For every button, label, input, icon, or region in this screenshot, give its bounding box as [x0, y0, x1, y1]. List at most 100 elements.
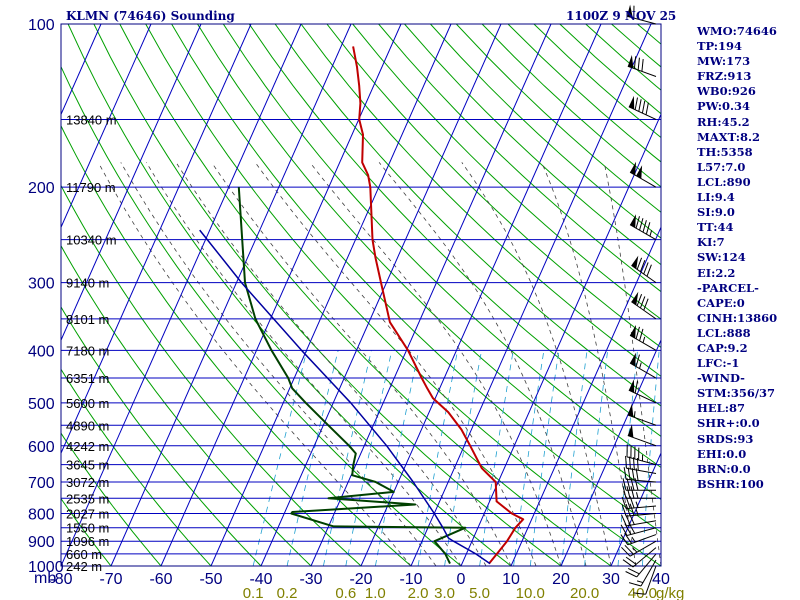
- wind-barb-half-flag: [635, 501, 639, 508]
- wind-barb-flag: [639, 328, 644, 341]
- wind-barb-flag: [622, 559, 634, 568]
- wind-barb-pennant: [628, 95, 635, 110]
- height-label: 11790 m: [66, 180, 116, 195]
- height-label: 7180 m: [66, 343, 109, 358]
- wind-barb-staff: [645, 565, 657, 595]
- wind-barb: [633, 565, 657, 595]
- moist-adiabat-line: [175, 162, 487, 566]
- wind-barb-flag: [630, 486, 635, 499]
- wind-barb-pennant: [627, 55, 634, 69]
- wind-barb: [621, 503, 657, 517]
- height-label: 4890 m: [66, 418, 109, 433]
- wind-barb: [628, 95, 657, 120]
- index-item: CAP:9.2: [697, 340, 748, 355]
- wind-barb-staff: [626, 527, 657, 536]
- index-item: BRN:0.0: [697, 461, 751, 476]
- temperature-tick-label: 20: [552, 571, 570, 588]
- index-item: LI:9.4: [697, 190, 735, 205]
- index-item: CAPE:0: [697, 295, 745, 310]
- wind-barb-pennant: [628, 379, 635, 393]
- wind-barb-flag: [624, 532, 632, 544]
- temperature-tick-label: -60: [149, 571, 172, 588]
- wind-barb-flag: [622, 486, 627, 499]
- mixing-ratio-label: 0.1: [243, 585, 264, 600]
- height-label: 1550 m: [66, 521, 109, 536]
- mixing-ratio-line: [561, 350, 588, 566]
- wind-barb: [627, 403, 657, 426]
- wind-barb-staff: [626, 467, 657, 474]
- wind-barb-flag: [622, 478, 627, 491]
- pressure-tick-label: 800: [28, 506, 55, 523]
- wind-barb-staff: [626, 520, 657, 527]
- pressure-tick-label: 500: [28, 396, 55, 413]
- moist-adiabat-line: [541, 162, 637, 566]
- wind-barb-pennant: [627, 4, 633, 18]
- wind-barb-pennant: [630, 324, 636, 339]
- wind-barb-flag: [628, 582, 642, 587]
- wind-barb-staff: [627, 435, 657, 447]
- index-item: MW:173: [697, 54, 751, 69]
- height-label: 660 m: [66, 547, 102, 562]
- wind-barb: [622, 486, 656, 499]
- wind-barb-flag: [635, 354, 640, 367]
- wind-barb: [631, 255, 657, 284]
- mixing-ratio-label: 0.6: [335, 585, 356, 600]
- wind-barb-staff: [626, 478, 657, 483]
- height-label: 9140 m: [66, 276, 109, 291]
- parcel-line: [199, 229, 491, 565]
- wind-barb-flag: [643, 298, 649, 311]
- wind-barb-pennant: [636, 165, 643, 179]
- wind-barb-flag: [625, 503, 631, 516]
- temperature-tick-label: -70: [99, 571, 122, 588]
- plot-area: [0, 24, 661, 566]
- index-item: TP:194: [697, 39, 743, 54]
- wind-barb-flag: [637, 57, 640, 71]
- moist-adiabat-line: [120, 162, 437, 566]
- wind-barb-flag: [642, 220, 647, 233]
- temperature-tick-label: -80: [49, 571, 72, 588]
- pressure-tick-label: 600: [28, 439, 55, 456]
- wind-barb-staff: [640, 559, 657, 587]
- isotherm-line: [560, 338, 661, 566]
- mixing-ratio-label: 40.0: [628, 585, 657, 600]
- moist-adiabat-line: [309, 162, 562, 566]
- wind-barb-half-flag: [636, 492, 639, 499]
- wind-barb-flag: [632, 457, 635, 470]
- height-label: 5600 m: [66, 396, 109, 411]
- index-item: L57:7.0: [697, 159, 746, 174]
- wind-barb-flag: [627, 567, 640, 575]
- height-label: 242 m: [66, 559, 102, 574]
- index-item: TH:5358: [697, 144, 753, 159]
- isotherm-line: [0, 24, 1, 566]
- wind-barb-pennant: [631, 291, 639, 306]
- chart-time: 1100Z 9 NOV 25: [566, 9, 677, 23]
- pressure-tick-label: 900: [28, 534, 55, 551]
- wind-barb: [629, 352, 657, 379]
- y-axis-unit-label: mb: [34, 570, 56, 587]
- wind-barb: [628, 379, 657, 404]
- wind-barb-staff: [626, 512, 657, 517]
- wind-barb: [621, 540, 657, 557]
- index-item: LCL:888: [697, 325, 751, 340]
- height-label: 8101 m: [66, 312, 109, 327]
- indices-list: WMO:74646 TP:194 MW:173 FRZ:913 WB0:926 PW:0.…: [697, 24, 777, 492]
- wind-barb: [627, 424, 657, 447]
- moist-adiabat-line: [97, 162, 412, 566]
- wind-barb-half-flag: [632, 547, 638, 553]
- height-label: 1096 m: [66, 534, 109, 549]
- wind-barb-pennant: [627, 403, 634, 418]
- wind-barb-flag: [625, 556, 637, 565]
- wind-barb-flag: [634, 97, 638, 110]
- isotherm-line: [61, 24, 302, 566]
- wind-barb-staff: [631, 264, 657, 284]
- wind-barb-flag: [621, 546, 631, 557]
- temperature-tick-label: 0: [457, 571, 466, 588]
- isotherm-line: [61, 24, 202, 342]
- wind-barb-flag: [621, 504, 627, 517]
- wind-barb-flag: [620, 514, 627, 527]
- wind-barb-flag: [636, 257, 643, 270]
- wind-barb-flag: [624, 544, 634, 555]
- index-item: -WIND-: [697, 371, 745, 386]
- wind-barb-pennant: [630, 161, 636, 176]
- index-item: LFC:-1: [697, 356, 740, 371]
